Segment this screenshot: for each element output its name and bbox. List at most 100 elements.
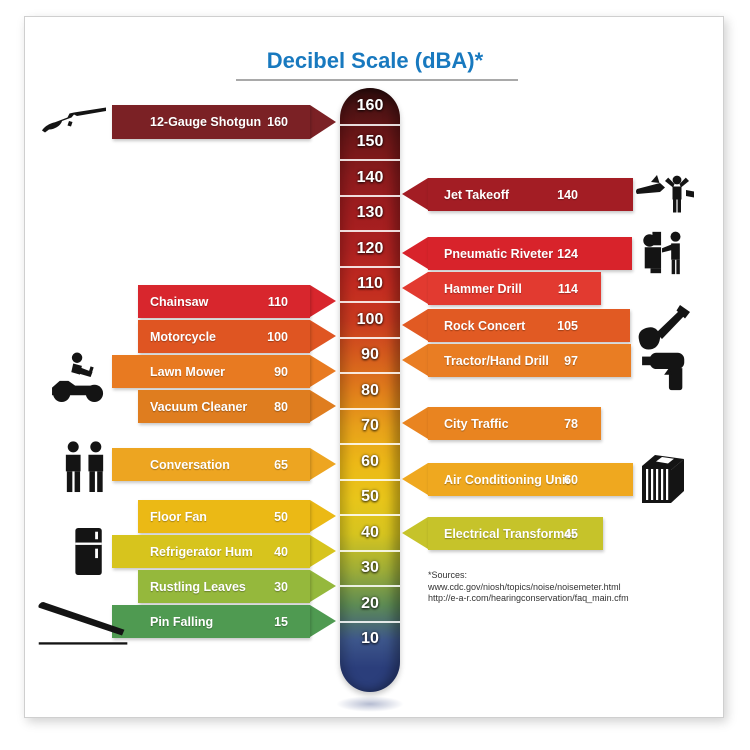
bar-label: Conversation xyxy=(150,457,230,472)
bar-label: Tractor/Hand Drill xyxy=(444,353,549,368)
bar-label: City Traffic xyxy=(444,416,509,431)
bar-value: 65 xyxy=(274,457,288,472)
bar-tractor-hand-drill: Tractor/Hand Drill 97 xyxy=(428,344,631,377)
guitar-icon xyxy=(636,303,694,351)
bar-label: Electrical Transformer xyxy=(444,526,577,541)
bar-value: 40 xyxy=(274,544,288,559)
bar-value: 60 xyxy=(564,472,578,487)
bar-refrigerator-hum: Refrigerator Hum 40 xyxy=(112,535,310,568)
bar-value: 100 xyxy=(267,329,288,344)
ac-icon xyxy=(634,453,688,507)
bar-value: 78 xyxy=(564,416,578,431)
source-url: www.cdc.gov/niosh/topics/noise/noisemete… xyxy=(428,581,621,592)
arrow-pointer xyxy=(310,448,336,480)
atv-icon xyxy=(48,351,110,403)
arrow-pointer xyxy=(402,309,428,341)
arrow-pointer xyxy=(310,500,336,532)
scale-segment-90: 90 xyxy=(340,336,400,373)
bar-value: 90 xyxy=(274,364,288,379)
people-icon xyxy=(62,441,108,494)
arrow-pointer xyxy=(310,390,336,422)
arrow-pointer xyxy=(402,344,428,376)
arrow-pointer xyxy=(310,105,336,139)
bar-label: Motorcycle xyxy=(150,329,216,344)
arrow-pointer xyxy=(310,320,336,352)
bar-floor-fan: Floor Fan 50 xyxy=(138,500,310,533)
arrow-pointer xyxy=(402,237,428,269)
bar-value: 160 xyxy=(267,115,288,129)
decibel-scale-thermometer: 160 150 140 130 120 110 100 90 80 70 60 50 40 30 20 10 xyxy=(340,88,400,692)
bar-label: Jet Takeoff xyxy=(444,187,510,202)
riveter-icon xyxy=(637,228,689,278)
arrow-pointer xyxy=(402,463,428,495)
bar-value: 105 xyxy=(557,318,578,333)
bar-value: 30 xyxy=(274,579,288,594)
bar-value: 97 xyxy=(564,353,578,368)
bar-conversation: Conversation 65 xyxy=(112,448,310,481)
scale-segment-60: 60 xyxy=(340,443,400,479)
bar-label: Pin Falling xyxy=(150,614,214,629)
bar-value: 15 xyxy=(274,614,288,629)
scale-segment-160: 160 xyxy=(356,96,384,114)
arrow-pointer xyxy=(310,570,336,602)
arrow-pointer xyxy=(402,407,428,439)
scale-segment-150: 150 xyxy=(340,123,400,160)
scale-segment-80: 80 xyxy=(340,372,400,408)
scale-segment-10: 10 xyxy=(340,620,400,657)
fridge-icon xyxy=(74,527,105,576)
arrow-pointer xyxy=(402,517,428,549)
arrow-pointer xyxy=(402,178,428,210)
arrow-pointer xyxy=(310,605,336,637)
bar-rustling-leaves: Rustling Leaves 30 xyxy=(138,570,310,603)
bar-value: 110 xyxy=(267,294,288,309)
sources-note: *Sources: www.cdc.gov/niosh/topics/noise… xyxy=(428,570,708,605)
bar-label: Floor Fan xyxy=(150,509,207,524)
bar-label: Vacuum Cleaner xyxy=(150,399,248,414)
scale-segment-140: 140 xyxy=(340,159,400,195)
bar-city-traffic: City Traffic 78 xyxy=(428,407,601,440)
bar-value: 140 xyxy=(557,187,578,202)
scale-segment-70: 70 xyxy=(340,407,400,444)
bar-12-gauge-shotgun: 12-Gauge Shotgun 160 xyxy=(112,105,310,139)
title-underline xyxy=(236,79,518,81)
bar-label: 12-Gauge Shotgun xyxy=(150,115,262,129)
scale-reflection xyxy=(336,696,404,712)
scale-segment-20: 20 xyxy=(340,585,400,621)
scale-segment-30: 30 xyxy=(340,549,400,586)
bar-value: 114 xyxy=(557,281,578,296)
arrow-pointer xyxy=(310,355,336,387)
bar-value: 50 xyxy=(274,509,288,524)
scale-segment-40: 40 xyxy=(340,514,400,550)
sources-heading: *Sources: xyxy=(428,570,468,580)
arrow-pointer xyxy=(402,272,428,304)
bar-lawn-mower: Lawn Mower 90 xyxy=(112,355,310,388)
bar-label: Hammer Drill xyxy=(444,281,522,296)
bar-jet-takeoff: Jet Takeoff 140 xyxy=(428,178,633,211)
bar-label: Rustling Leaves xyxy=(150,579,246,594)
bar-label: Rock Concert xyxy=(444,318,526,333)
scale-segment-50: 50 xyxy=(340,478,400,515)
bar-rock-concert: Rock Concert 105 xyxy=(428,309,630,342)
bar-vacuum-cleaner: Vacuum Cleaner 80 xyxy=(138,390,310,423)
source-url: http://e-a-r.com/hearingconservation/faq… xyxy=(428,593,629,603)
shotgun-icon xyxy=(40,104,108,140)
bar-air-conditioning-unit: Air Conditioning Unit 60 xyxy=(428,463,633,496)
page-title: Decibel Scale (dBA)* xyxy=(266,48,484,73)
scale-segment-120: 120 xyxy=(340,230,400,266)
bar-pin-falling: Pin Falling 15 xyxy=(112,605,310,638)
bar-label: Chainsaw xyxy=(150,294,209,309)
bar-label: Pneumatic Riveter xyxy=(444,246,554,261)
bar-label: Lawn Mower xyxy=(150,364,226,379)
bar-value: 45 xyxy=(564,526,578,541)
bar-label: Air Conditioning Unit xyxy=(444,472,570,487)
jet-icon xyxy=(636,172,694,216)
bar-motorcycle: Motorcycle 100 xyxy=(138,320,310,353)
scale-segment-130: 130 xyxy=(340,194,400,231)
arrow-pointer xyxy=(310,285,336,317)
drill-icon xyxy=(641,347,693,393)
bar-pneumatic-riveter: Pneumatic Riveter 124 xyxy=(428,237,632,270)
pin-icon xyxy=(36,597,132,649)
bar-hammer-drill: Hammer Drill 114 xyxy=(428,272,601,305)
bar-label: Refrigerator Hum xyxy=(150,544,253,559)
bar-value: 124 xyxy=(557,246,578,261)
